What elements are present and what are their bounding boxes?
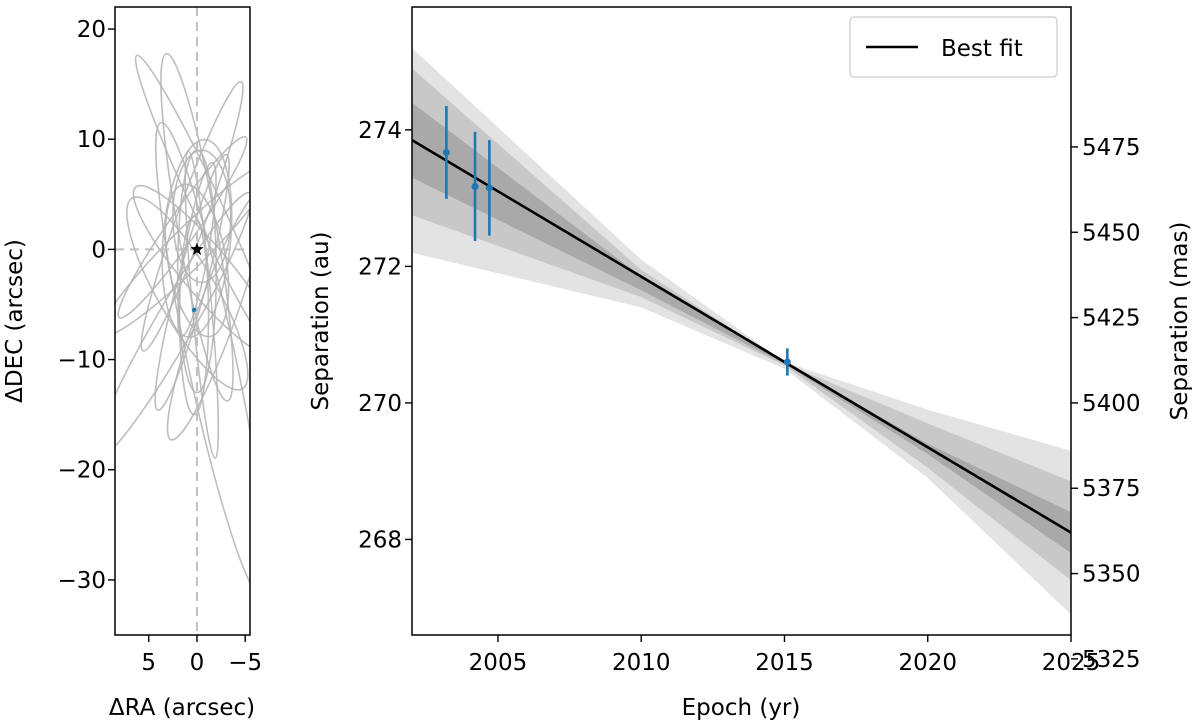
measurement-point (485, 184, 493, 192)
left-x-axis-label: ΔRA (arcsec) (109, 695, 255, 721)
orbit-track (154, 121, 250, 598)
orbit-track (184, 150, 220, 459)
right-y-tick-label: 274 (358, 118, 402, 144)
orbit-tracks (115, 52, 250, 598)
confidence-band-1 (412, 47, 1071, 615)
orbit-track (172, 149, 232, 284)
measurement-point (471, 183, 479, 191)
right-y-axis-label-mas: Separation (mas) (1167, 222, 1193, 421)
right-y-ticks-au: 268 270 272 274 (358, 118, 412, 553)
left-x-ticks: 5 0 −5 (141, 635, 262, 676)
orbit-track (177, 161, 217, 338)
right-y-tick-label: 268 (358, 527, 402, 553)
right-x-tick-label: 2010 (612, 650, 671, 676)
right-mas-tick-label: 5375 (1082, 476, 1141, 502)
markers (190, 242, 204, 313)
right-mas-tick-label: 5350 (1082, 562, 1141, 588)
host-star-marker (190, 242, 204, 256)
orbit-track (140, 80, 244, 352)
left-y-tick-label: −10 (57, 348, 106, 374)
right-mas-tick-label: 5475 (1082, 135, 1141, 161)
left-y-tick-label: 10 (77, 127, 106, 153)
reference-lines (115, 7, 250, 635)
orbit-track (178, 215, 210, 416)
orbit-track (117, 135, 248, 319)
right-axes-frame (411, 6, 1072, 636)
right-y-axis-label-au: Separation (au) (308, 232, 334, 411)
right-mas-tick-label: 5450 (1082, 220, 1141, 246)
right-x-tick-label: 2020 (898, 650, 957, 676)
measurements (442, 105, 791, 376)
right-mas-tick-label: 5325 (1082, 647, 1141, 673)
left-x-tick-label: 0 (190, 650, 205, 676)
left-axes-frame (114, 6, 251, 636)
orbit-track (115, 161, 250, 337)
right-x-axis-label: Epoch (yr) (682, 695, 801, 721)
right-x-tick-label: 2015 (755, 650, 814, 676)
left-y-axis-label: ΔDEC (arcsec) (2, 239, 28, 403)
left-x-tick-label: 5 (141, 650, 156, 676)
right-y-tick-label: 272 (358, 254, 402, 280)
confidence-band-2 (412, 68, 1071, 581)
best-fit-layer (412, 138, 1071, 534)
confidence-band-3 (412, 102, 1071, 554)
posterior-bands (412, 47, 1071, 615)
right-x-tick-label: 2005 (469, 650, 528, 676)
legend-box (849, 16, 1058, 78)
right-mas-tick-label: 5400 (1082, 391, 1141, 417)
right-x-tick-label: 2025 (1042, 650, 1101, 676)
left-y-ticks: 20 10 0 −10 −20 −30 (57, 17, 115, 594)
left-y-tick-label: −30 (57, 568, 106, 594)
companion-position-point (191, 307, 197, 313)
right-mas-tick-label: 5425 (1082, 306, 1141, 332)
legend-label-best-fit: Best fit (941, 36, 1023, 62)
left-x-tick-label: −5 (228, 650, 262, 676)
measurement-point (783, 358, 791, 366)
right-y-ticks-mas: 5325 5350 5375 5400 5425 5450 5475 (1071, 135, 1141, 673)
right-y-tick-label: 270 (358, 391, 402, 417)
legend: Best fit (849, 16, 1058, 78)
measurement-point (442, 148, 450, 156)
left-y-tick-label: −20 (57, 458, 106, 484)
left-y-tick-label: 20 (77, 17, 106, 43)
orbit-panel: 5 0 −5 20 10 0 −10 −20 −30 ΔRA (arcsec) ΔDEC (a… (2, 6, 262, 721)
best-fit-line (412, 138, 1071, 534)
left-y-tick-label: 0 (91, 237, 106, 263)
orbit-track (166, 190, 250, 441)
right-x-ticks: 2005 2010 2015 2020 2025 (469, 635, 1101, 676)
